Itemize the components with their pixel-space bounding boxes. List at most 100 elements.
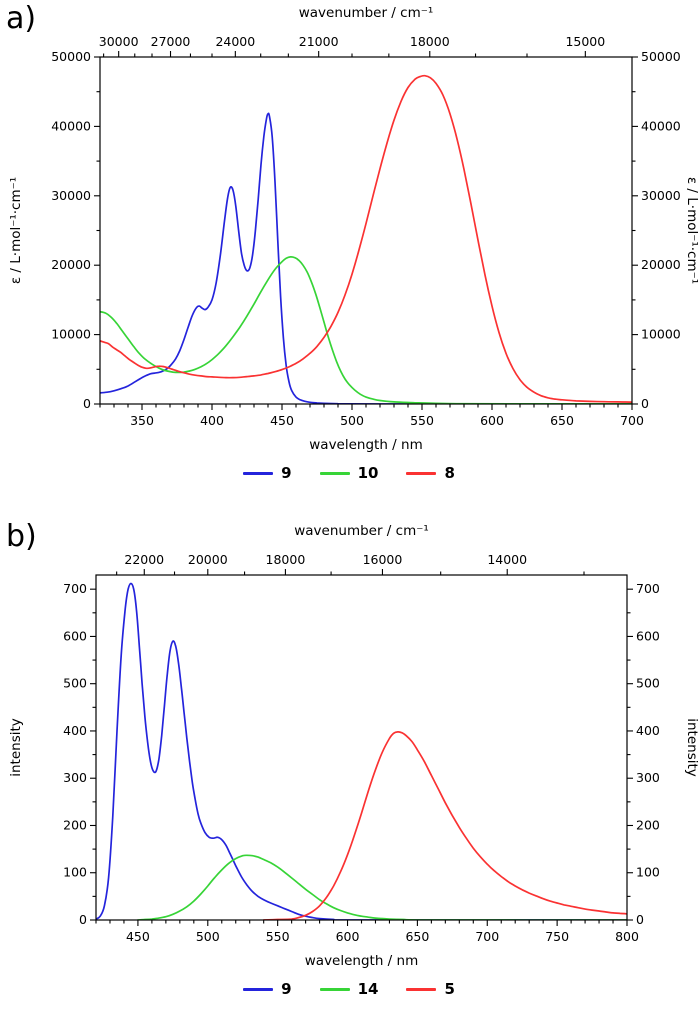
y-tick-label: 50000 <box>51 49 91 64</box>
top-wavenumber-axis: 30000 27000 24000 21000 18000 15000 <box>99 34 605 57</box>
panel-a-label: a) <box>6 1 37 36</box>
plot-frame <box>95 574 628 921</box>
y-axis-title-left: ε / L·mol⁻¹·cm⁻¹ <box>8 177 24 284</box>
panel-b: b) 450 500 550 600 650 700 750 800 22000 20000 180… <box>0 520 698 1004</box>
legend-item-9: 9 <box>243 464 292 482</box>
top-tick-label: 27000 <box>151 34 191 49</box>
y-tick-label: 0 <box>79 912 87 927</box>
y-tick-label: 0 <box>83 396 91 411</box>
x-tick-label: 700 <box>475 929 499 944</box>
x-tick-label: 650 <box>405 929 429 944</box>
x-tick-label: 550 <box>266 929 290 944</box>
y-tick-label-right: 30000 <box>641 188 681 203</box>
y-tick-label-right: 100 <box>636 865 660 880</box>
y-tick-label-right: 600 <box>636 628 660 643</box>
series-9 <box>96 582 627 920</box>
y-axis-right: 0 100 200 300 400 500 600 700 <box>627 581 660 927</box>
y-tick-label: 10000 <box>51 327 91 342</box>
series-14 <box>137 854 627 920</box>
x-axis: 450 500 550 600 650 700 750 800 <box>95 920 639 944</box>
top-axis-title: wavenumber / cm⁻¹ <box>294 523 429 539</box>
y-axis-left: 0 100 200 300 400 500 600 700 <box>63 581 96 927</box>
legend-line <box>319 987 350 991</box>
panel-a-legend: 9 10 8 <box>0 458 698 488</box>
top-tick-label: 14000 <box>487 552 527 567</box>
x-tick-label: 450 <box>270 413 294 428</box>
y-axis-right: 0 10000 20000 30000 40000 50000 <box>632 49 681 411</box>
top-tick-label: 24000 <box>215 34 255 49</box>
top-wavenumber-axis: 22000 20000 18000 16000 14000 <box>116 552 585 575</box>
legend-label: 9 <box>281 980 292 998</box>
x-tick-label: 550 <box>410 413 434 428</box>
panel-b-legend: 9 14 5 <box>0 974 698 1004</box>
y-tick-label-right: 500 <box>636 676 660 691</box>
series-9 <box>100 112 632 404</box>
top-axis-title: wavenumber / cm⁻¹ <box>299 5 434 21</box>
legend-item-9: 9 <box>243 980 292 998</box>
y-tick-label-right: 40000 <box>641 118 681 133</box>
legend-line <box>319 471 350 475</box>
panel-b-label: b) <box>6 519 37 554</box>
y-tick-label: 400 <box>63 723 87 738</box>
y-tick-label-right: 400 <box>636 723 660 738</box>
series-10 <box>100 256 632 404</box>
top-tick-label: 18000 <box>410 34 450 49</box>
y-axis-title-right: ε / L·mol⁻¹·cm⁻¹ <box>684 177 698 284</box>
y-tick-label: 300 <box>63 770 87 785</box>
top-tick-label: 22000 <box>124 552 164 567</box>
x-axis-title: wavelength / nm <box>305 953 418 969</box>
legend-item-10: 10 <box>319 464 379 482</box>
top-tick-label: 21000 <box>299 34 339 49</box>
x-tick-label: 750 <box>545 929 569 944</box>
y-tick-label: 600 <box>63 628 87 643</box>
legend-item-8: 8 <box>406 464 455 482</box>
plot-frame <box>99 56 633 405</box>
legend-line <box>243 987 274 991</box>
absorption-spectra-chart: 350 400 450 500 550 600 650 700 30000 27000 24000 2… <box>8 5 698 453</box>
y-tick-label-right: 10000 <box>641 327 681 342</box>
panel-a: a) 350 400 450 500 550 600 650 700 30000 27000 240… <box>0 2 698 488</box>
y-tick-label: 30000 <box>51 188 91 203</box>
legend-item-14: 14 <box>319 980 379 998</box>
legend-label: 5 <box>444 980 455 998</box>
x-axis-title: wavelength / nm <box>309 437 422 453</box>
x-tick-label: 500 <box>340 413 364 428</box>
x-tick-label: 650 <box>550 413 574 428</box>
legend-line <box>406 471 437 475</box>
y-tick-label: 100 <box>63 865 87 880</box>
legend-label: 8 <box>444 464 455 482</box>
y-tick-label-right: 0 <box>641 396 649 411</box>
top-tick-label: 18000 <box>266 552 306 567</box>
y-tick-label: 700 <box>63 581 87 596</box>
y-tick-label: 500 <box>63 676 87 691</box>
y-tick-label-right: 0 <box>636 912 644 927</box>
y-axis-title-left: intensity <box>8 718 24 777</box>
legend-label: 9 <box>281 464 292 482</box>
y-axis-left: 0 10000 20000 30000 40000 50000 <box>51 49 100 411</box>
x-tick-label: 700 <box>620 413 644 428</box>
y-tick-label: 20000 <box>51 257 91 272</box>
top-tick-label: 16000 <box>363 552 403 567</box>
x-axis: 350 400 450 500 550 600 650 700 <box>99 404 644 428</box>
y-tick-label-right: 200 <box>636 817 660 832</box>
legend-label: 14 <box>357 980 379 998</box>
legend-line <box>243 471 274 475</box>
legend-label: 10 <box>357 464 379 482</box>
series-5 <box>262 731 627 920</box>
x-tick-label: 350 <box>130 413 154 428</box>
y-tick-label-right: 50000 <box>641 49 681 64</box>
x-tick-label: 800 <box>615 929 639 944</box>
x-tick-label: 500 <box>196 929 220 944</box>
series-8 <box>100 74 632 403</box>
x-tick-label: 400 <box>200 413 224 428</box>
top-tick-label: 20000 <box>188 552 228 567</box>
y-tick-label-right: 700 <box>636 581 660 596</box>
y-tick-label-right: 300 <box>636 770 660 785</box>
top-tick-label: 15000 <box>565 34 605 49</box>
top-tick-label: 30000 <box>99 34 139 49</box>
x-tick-label: 600 <box>336 929 360 944</box>
x-tick-label: 450 <box>126 929 150 944</box>
legend-line <box>406 987 437 991</box>
